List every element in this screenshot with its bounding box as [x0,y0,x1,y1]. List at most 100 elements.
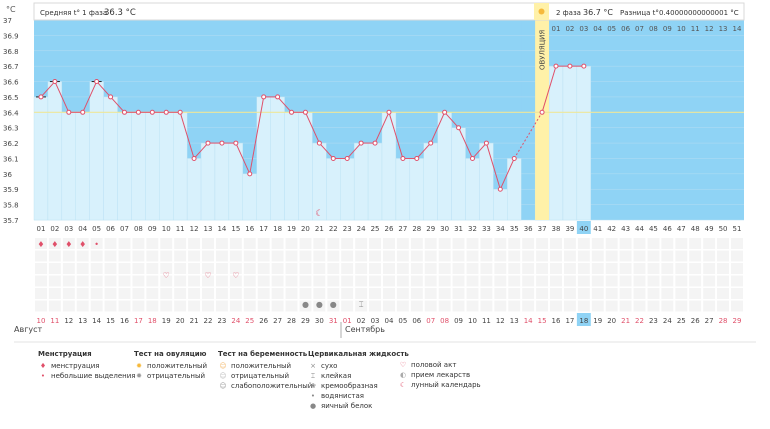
symbol-cell [341,288,354,299]
cycle-day-label: 13 [204,225,213,233]
phase2-day-label: 10 [677,25,686,33]
symbol-cell [508,238,521,249]
symbol-cell [731,288,743,299]
intercourse-mark: ♡ [204,271,211,280]
symbol-cell [313,275,326,287]
symbol-cell [35,300,47,312]
cycle-day-label: 24 [357,225,366,233]
symbol-cell [522,238,535,249]
symbol-cell [550,250,562,262]
date-label: 09 [454,317,463,325]
cycle-day-label: 50 [719,225,728,233]
temperature-bar [437,112,452,221]
temperature-segment [235,142,251,175]
symbol-cell [647,238,660,249]
cycle-day-label: 34 [496,225,505,233]
symbol-cell [118,238,131,249]
temperature-bar [409,158,424,221]
symbol-cell [731,238,743,249]
temperature-point [94,79,100,85]
symbol-cell [522,250,535,262]
cycle-day-label: 11 [176,225,185,233]
temperature-bar [479,142,494,221]
symbol-cell [563,275,576,287]
temperature-segment [304,112,320,144]
blood-drop-icon: • [40,372,46,380]
date-label: 15 [106,317,115,325]
symbol-cell [313,238,326,249]
symbol-cell [494,288,507,299]
temperature-segment [318,142,334,159]
symbol-cell [202,238,214,249]
phase2-value: 36.7 °C [583,8,613,17]
symbol-cell [563,250,576,262]
legend-label: клейкая [321,372,352,380]
symbol-cell [522,288,535,299]
legend-label: яичный белок [321,402,373,410]
symbol-cell [605,250,618,262]
temperature-segment [444,111,459,129]
cycle-day-label: 08 [134,225,143,233]
date-label: 16 [552,317,561,325]
symbol-cell [257,263,270,274]
date-label: 20 [176,317,185,325]
symbol-cell [480,250,493,262]
symbol-cell [341,250,354,262]
symbol-cell [202,288,214,299]
cycle-day-label: 33 [482,225,491,233]
temperature-point [289,109,295,115]
cycle-day-labels: 01 02 03 04 05 06 07 08 09 10 11 12 13 14 15 16 17 18 19 20… [36,221,741,234]
symbol-cell [35,275,47,287]
symbol-cell [383,288,395,299]
symbol-cell [717,275,729,287]
moon-icon: ☾ [399,381,407,389]
phase2-day-label: 06 [621,25,630,33]
symbol-cell [160,250,173,262]
symbol-cell [383,300,395,312]
legend-label: лунный календарь [411,381,481,389]
cycle-day-label: 37 [538,225,547,233]
temperature-bar [186,158,202,221]
cycle-day-label: 27 [398,225,407,233]
temperature-point [52,79,58,85]
temperature-segment [472,142,487,159]
temperature-segment [374,112,390,144]
symbol-cell [577,300,590,312]
temperature-point [219,140,225,146]
symbol-cell [327,238,340,249]
cycle-day-label: 02 [50,225,59,233]
legend-item: ☺ отрицательный [218,371,312,381]
temperature-point [469,155,475,161]
symbol-cell [215,288,228,299]
symbol-cell [202,300,214,312]
temperature-segment [249,96,265,174]
symbol-cell [522,263,535,274]
symbol-cell [591,263,604,274]
date-label: 18 [579,317,588,325]
temperature-segment [179,112,195,159]
symbol-cell [146,300,159,312]
phase2-label: 2 фаза [556,9,581,17]
legend: Менструация ♦ менструация • небольшие выде… [38,350,738,422]
symbol-cell [146,250,159,262]
symbol-cell [327,263,340,274]
symbol-cell [396,238,409,249]
phase2-day-label: 08 [649,25,658,33]
temperature-point [302,109,308,115]
legend-label: отрицательный [231,372,290,380]
symbol-rows [35,238,743,312]
temperature-point [163,109,169,115]
symbol-cell [410,263,423,274]
date-label: 23 [649,317,658,325]
symbol-cell [313,288,326,299]
cycle-day-label: 22 [329,225,338,233]
symbol-cell [62,300,75,312]
symbol-cell [48,263,61,274]
date-label: 20 [607,317,616,325]
symbol-cell [48,300,61,312]
symbol-cell [35,238,47,249]
legend-item: × сухо [308,361,409,371]
symbol-cell [605,300,618,312]
temperature-point [38,94,44,100]
sun-gray-icon: ✹ [136,372,142,380]
